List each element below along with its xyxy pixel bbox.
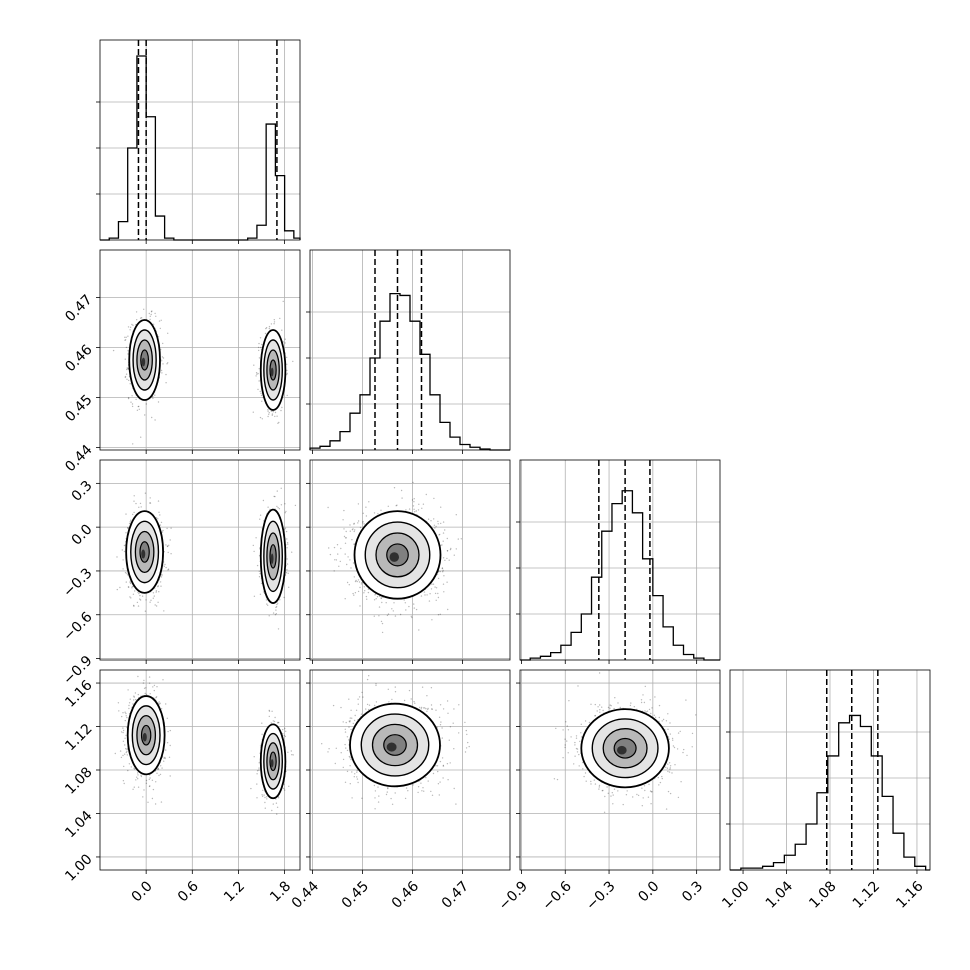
histogram-step (309, 292, 510, 451)
y-tick-label: 0.45 (62, 392, 95, 425)
scatter-panel-0-2 (96, 459, 301, 664)
scatter-panel-0-1 (96, 249, 301, 454)
histogram-panel-0 (96, 39, 301, 244)
histogram-panel-2 (516, 459, 721, 664)
y-tick-label: −0.6 (60, 609, 95, 644)
histogram-step (100, 55, 301, 241)
x-tick-label: 1.16 (893, 878, 926, 911)
histogram-step (520, 490, 720, 661)
density-peak (141, 357, 146, 367)
x-tick-label: 0.44 (289, 878, 322, 911)
x-tick-label: 0.3 (679, 878, 706, 905)
density-peak (617, 745, 627, 755)
histogram-panel-3 (726, 669, 931, 874)
density-peak (389, 552, 400, 562)
x-tick-label: 0.0 (635, 878, 662, 905)
panel-frame (309, 249, 511, 451)
y-tick-label: 0.47 (62, 292, 95, 325)
y-tick-label: 1.08 (62, 764, 95, 797)
density-peak (270, 553, 274, 564)
scatter-panel-1-3 (306, 669, 511, 874)
x-tick-label: 0.0 (129, 878, 156, 905)
y-tick-label: 0.3 (69, 478, 96, 505)
panel-frame (99, 39, 301, 241)
y-tick-label: 0.46 (62, 342, 95, 375)
density-peak (386, 742, 397, 752)
y-tick-label: −0.3 (60, 565, 95, 600)
panel-frame (99, 249, 301, 451)
density-peak (270, 759, 274, 768)
x-tick-label: 0.6 (175, 878, 202, 905)
panel-frame (519, 459, 721, 661)
x-tick-label: −0.3 (583, 878, 618, 913)
x-tick-label: 1.2 (221, 878, 248, 905)
scatter-panel-2-3 (516, 669, 721, 874)
panel-frame (309, 459, 511, 661)
x-tick-label: 1.08 (806, 878, 839, 911)
panel-frame (99, 459, 301, 661)
x-tick-label: −0.9 (496, 878, 531, 913)
x-tick-label: 1.00 (719, 878, 752, 911)
x-tick-label: 0.46 (389, 878, 422, 911)
histogram-panel-1 (306, 249, 511, 454)
y-tick-label: 1.12 (62, 721, 95, 754)
y-tick-label: 1.04 (62, 808, 95, 841)
density-peak (141, 549, 146, 559)
density-peak (270, 367, 274, 377)
x-tick-label: 0.45 (339, 878, 372, 911)
x-tick-label: 0.47 (439, 878, 472, 911)
scatter-panel-0-3 (96, 669, 301, 874)
scatter-panel-1-2 (306, 459, 511, 664)
density-peak (142, 732, 147, 742)
x-tick-label: 1.12 (850, 878, 883, 911)
x-tick-label: 1.04 (763, 878, 796, 911)
y-tick-label: 1.00 (62, 851, 95, 884)
histogram-step (730, 714, 930, 871)
y-tick-label: 0.44 (62, 442, 95, 475)
x-tick-label: −0.6 (540, 878, 575, 913)
y-tick-label: 0.0 (69, 521, 96, 548)
